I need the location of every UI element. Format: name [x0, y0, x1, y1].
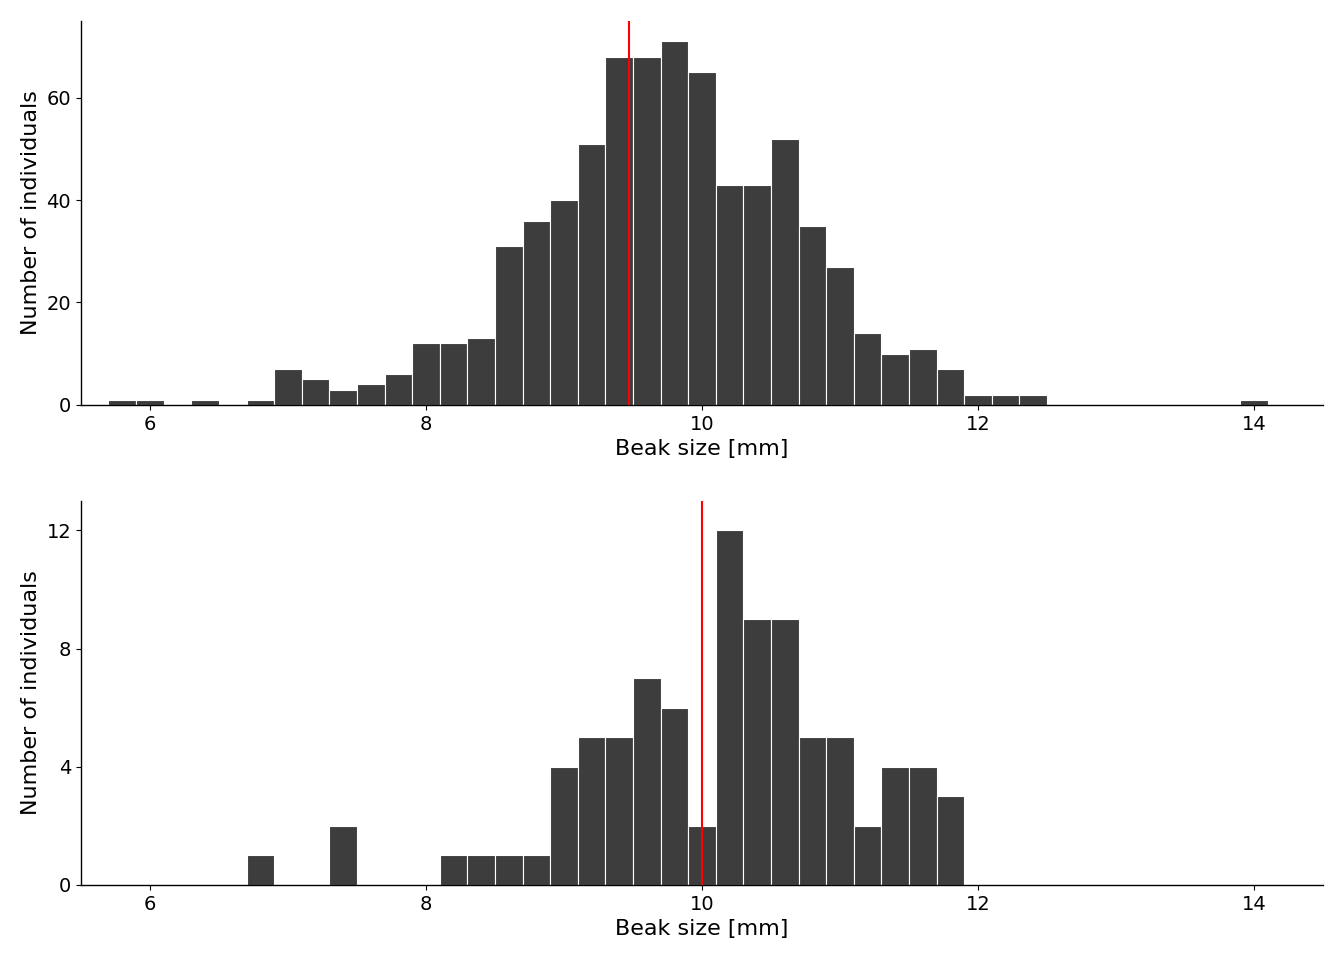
Bar: [743, 184, 771, 405]
Bar: [688, 826, 716, 885]
Bar: [523, 855, 550, 885]
Bar: [937, 796, 964, 885]
Bar: [716, 184, 743, 405]
Bar: [274, 369, 301, 405]
X-axis label: Beak size [mm]: Beak size [mm]: [616, 919, 789, 939]
Bar: [109, 399, 136, 405]
Bar: [468, 338, 495, 405]
Bar: [633, 678, 661, 885]
Bar: [909, 348, 937, 405]
Bar: [827, 737, 853, 885]
Bar: [550, 767, 578, 885]
Bar: [798, 737, 827, 885]
X-axis label: Beak size [mm]: Beak size [mm]: [616, 439, 789, 459]
Bar: [136, 399, 164, 405]
Bar: [771, 138, 798, 405]
Bar: [495, 246, 523, 405]
Bar: [661, 708, 688, 885]
Y-axis label: Number of individuals: Number of individuals: [22, 90, 40, 335]
Bar: [827, 267, 853, 405]
Bar: [964, 395, 992, 405]
Bar: [853, 826, 882, 885]
Bar: [329, 390, 358, 405]
Bar: [191, 399, 219, 405]
Bar: [605, 737, 633, 885]
Bar: [882, 767, 909, 885]
Bar: [413, 344, 439, 405]
Bar: [246, 855, 274, 885]
Bar: [358, 384, 384, 405]
Bar: [716, 530, 743, 885]
Bar: [882, 353, 909, 405]
Bar: [301, 379, 329, 405]
Bar: [550, 200, 578, 405]
Bar: [468, 855, 495, 885]
Bar: [246, 399, 274, 405]
Bar: [439, 344, 468, 405]
Bar: [688, 72, 716, 405]
Bar: [909, 767, 937, 885]
Bar: [384, 374, 413, 405]
Bar: [937, 369, 964, 405]
Bar: [578, 737, 605, 885]
Bar: [743, 619, 771, 885]
Bar: [798, 226, 827, 405]
Bar: [495, 855, 523, 885]
Bar: [771, 619, 798, 885]
Bar: [605, 57, 633, 405]
Y-axis label: Number of individuals: Number of individuals: [22, 570, 40, 815]
Bar: [439, 855, 468, 885]
Bar: [578, 144, 605, 405]
Bar: [661, 41, 688, 405]
Bar: [853, 333, 882, 405]
Bar: [329, 826, 358, 885]
Bar: [1020, 395, 1047, 405]
Bar: [992, 395, 1020, 405]
Bar: [1241, 399, 1267, 405]
Bar: [633, 57, 661, 405]
Bar: [523, 221, 550, 405]
